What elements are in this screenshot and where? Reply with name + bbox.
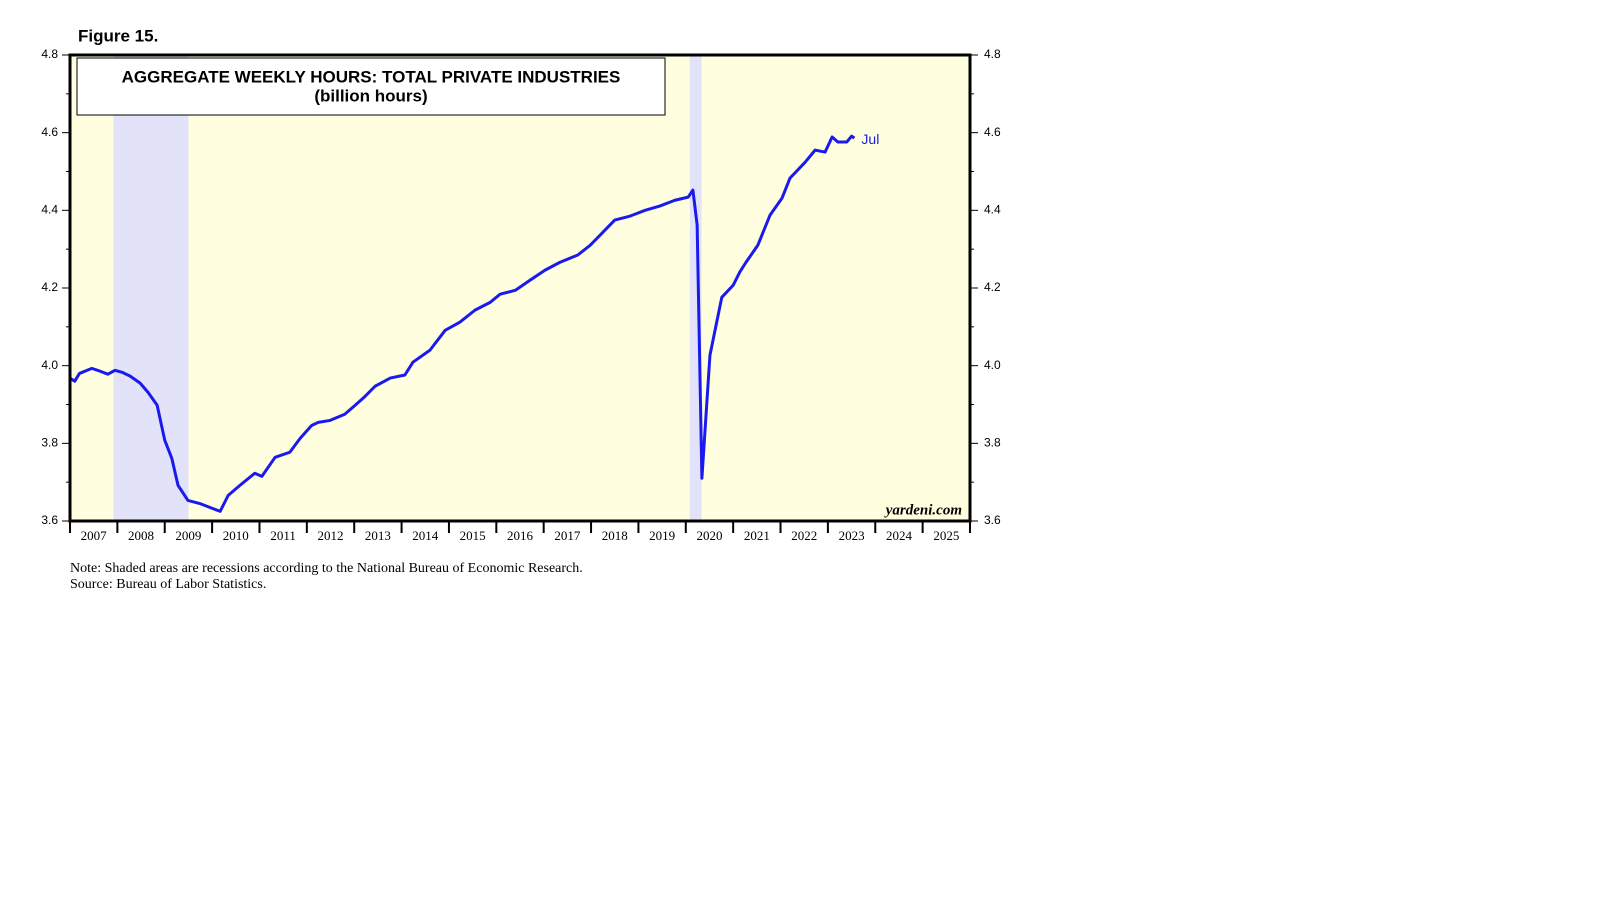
x-tick-label: 2009 [175, 528, 201, 543]
x-tick-label: 2014 [412, 528, 439, 543]
x-tick-label: 2013 [365, 528, 391, 543]
source-mark: yardeni.com [884, 502, 962, 518]
x-tick-label: 2011 [270, 528, 296, 543]
x-tick-label: 2021 [744, 528, 770, 543]
plot: 3.6 3.6 3.8 3.8 4.0 4.0 4.2 4.2 4.4 4.4 4.6 4.6 4.8 4… [41, 47, 1001, 543]
end-label: Jul [861, 131, 879, 147]
y-tick-label: 3.8 [41, 436, 58, 450]
x-tick-label: 2024 [886, 528, 913, 543]
y2-tick-label: 3.8 [984, 436, 1001, 450]
figure-label: Figure 15. [78, 26, 158, 45]
x-tick-label: 2012 [318, 528, 344, 543]
x-tick-label: 2010 [223, 528, 249, 543]
x-tick-label: 2008 [128, 528, 154, 543]
x-tick-label: 2025 [933, 528, 959, 543]
x-tick-label: 2020 [696, 528, 722, 543]
y-tick-label: 4.2 [41, 280, 58, 294]
x-tick-label: 2016 [507, 528, 534, 543]
y2-tick-label: 4.2 [984, 280, 1001, 294]
recession-band [689, 55, 702, 521]
y2-tick-label: 4.8 [984, 47, 1001, 61]
y2-tick-label: 4.0 [984, 358, 1001, 372]
y-tick-label: 4.8 [41, 47, 58, 61]
note: Source: Bureau of Labor Statistics. [70, 577, 266, 592]
y-tick-label: 4.6 [41, 125, 58, 139]
plot-frame [68, 53, 972, 523]
y2-tick-label: 3.6 [984, 513, 1001, 527]
y2-tick-label: 4.6 [984, 125, 1001, 139]
y-tick-label: 4.0 [41, 358, 58, 372]
x-tick-label: 2018 [602, 528, 628, 543]
x-tick-label: 2007 [81, 528, 108, 543]
x-tick-label: 2015 [460, 528, 486, 543]
y-tick-label: 4.4 [41, 203, 58, 217]
y-tick-label: 3.6 [41, 513, 58, 527]
title-box [76, 57, 666, 116]
chart-title: AGGREGATE WEEKLY HOURS: TOTAL PRIVATE IN… [122, 67, 621, 86]
x-tick-label: 2022 [791, 528, 817, 543]
chart-subtitle: (billion hours) [314, 86, 427, 105]
x-tick-label: 2017 [554, 528, 581, 543]
data-line [69, 134, 856, 513]
recession-band [113, 55, 189, 521]
y2-tick-label: 4.4 [984, 203, 1001, 217]
x-tick-label: 2019 [649, 528, 675, 543]
note: Note: Shaded areas are recessions accord… [70, 561, 583, 576]
x-tick-label: 2023 [839, 528, 865, 543]
